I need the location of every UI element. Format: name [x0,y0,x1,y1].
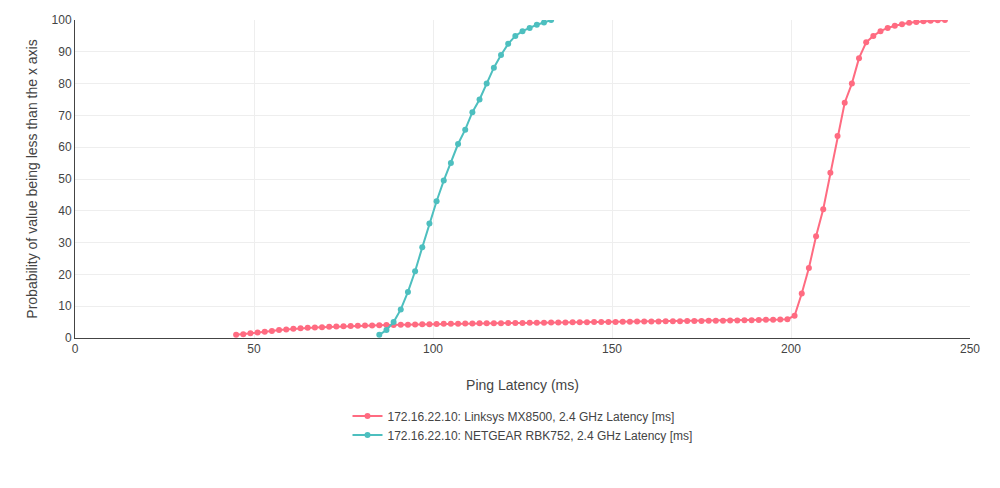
svg-text:50: 50 [247,342,261,356]
svg-text:30: 30 [58,236,72,250]
svg-text:90: 90 [58,45,72,59]
svg-text:172.16.22.10: NETGEAR RBK752,: 172.16.22.10: NETGEAR RBK752, 2.4 GHz La… [388,429,693,443]
svg-text:20: 20 [58,268,72,282]
svg-text:10: 10 [58,299,72,313]
svg-text:250: 250 [960,342,980,356]
svg-text:60: 60 [58,140,72,154]
svg-text:0: 0 [72,342,79,356]
svg-text:50: 50 [58,172,72,186]
svg-text:150: 150 [602,342,622,356]
svg-text:Probability of value being les: Probability of value being less than the… [24,39,40,318]
svg-text:40: 40 [58,204,72,218]
svg-text:100: 100 [423,342,443,356]
svg-text:0: 0 [65,331,72,345]
svg-text:200: 200 [781,342,801,356]
svg-text:70: 70 [58,109,72,123]
svg-text:100: 100 [52,13,72,27]
svg-text:Ping Latency (ms): Ping Latency (ms) [466,377,579,393]
svg-text:172.16.22.10: Linksys MX8500,: 172.16.22.10: Linksys MX8500, 2.4 GHz La… [388,410,675,424]
svg-text:80: 80 [58,77,72,91]
